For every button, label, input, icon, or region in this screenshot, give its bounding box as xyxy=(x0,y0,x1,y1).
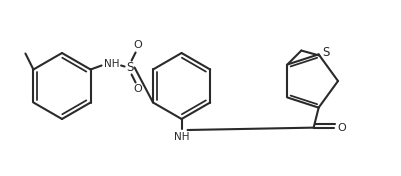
Text: O: O xyxy=(338,123,346,133)
Text: S: S xyxy=(126,61,133,74)
Text: O: O xyxy=(133,84,142,95)
Text: O: O xyxy=(133,40,142,51)
Text: S: S xyxy=(323,46,330,59)
Text: NH: NH xyxy=(174,132,189,142)
Text: NH: NH xyxy=(103,59,119,70)
